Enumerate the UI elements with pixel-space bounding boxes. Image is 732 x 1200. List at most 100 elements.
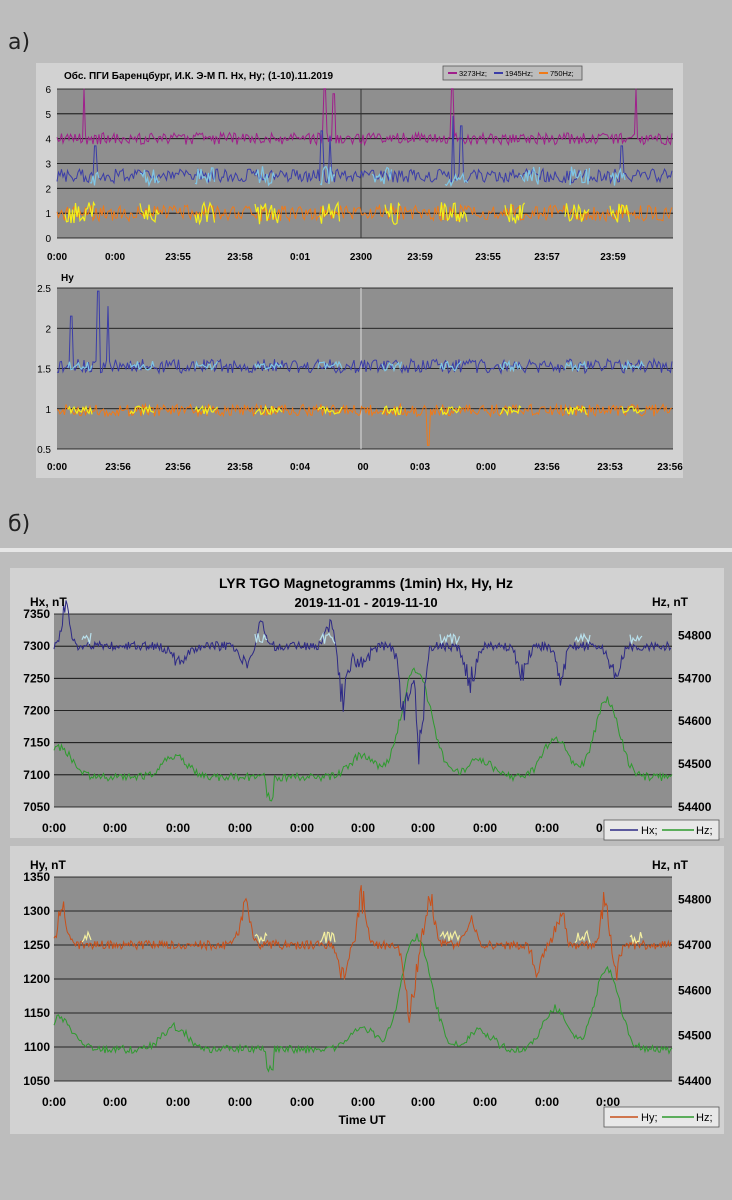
a-bottom-xtick-label: 0:00 (47, 462, 67, 473)
a-top-legend (442, 65, 583, 81)
b_bottom-legend-label: Hy; (641, 1112, 658, 1124)
a-top-xtick-label: 23:57 (534, 252, 560, 263)
b_bottom-series-highlight (439, 930, 461, 942)
a-top-series-1945Hz-segment (519, 166, 541, 185)
a-top-ytick-label: 0 (45, 234, 51, 245)
b_top-series-highlight (629, 634, 643, 644)
a-bottom-ytick-label: 2 (45, 324, 51, 335)
b_top-series-highlight (81, 633, 92, 644)
b_top-xtick-label: 0:00 (103, 821, 127, 835)
panel-label-b: б) (8, 512, 31, 537)
a-bottom-series-750Hz-segment (621, 405, 645, 414)
b_top-ytick-right-label: 54700 (678, 671, 712, 685)
b-top-subtitle: 2019-11-01 - 2019-11-10 (294, 595, 437, 610)
a-top-series-750Hz-segment (609, 203, 631, 223)
a-bottom-series-1945Hz-segment (317, 360, 343, 371)
a-top-series-750Hz-segment (439, 202, 468, 223)
b_top-ytick-right-label: 54600 (678, 714, 712, 728)
a-bottom-xtick-label: 23:56 (534, 462, 560, 473)
a-top-series-1945Hz-segment (371, 166, 393, 185)
b_top-series-highlight (574, 632, 591, 645)
a-top-xtick-label: 23:58 (227, 252, 253, 263)
a-bottom-ytick-label: 1.5 (37, 365, 51, 376)
b_bottom-series-highlight (574, 929, 591, 944)
b_top-ylabel-right: Hz, nT (652, 595, 689, 609)
b_top-ytick-left-label: 7200 (23, 704, 50, 718)
b_top-series-Hx (53, 600, 672, 765)
b_top-xtick-label: 0:00 (411, 821, 435, 835)
a-bottom-series-750Hz-segment (129, 404, 155, 416)
a-top-legend-label: 1945Hz; (505, 69, 533, 78)
a-top-xtick-label: 23:55 (475, 252, 501, 263)
panel-label-a: а) (8, 30, 31, 55)
b_bottom-series-Hy (53, 885, 672, 1023)
a-bottom-series-1945Hz-segment (67, 361, 93, 372)
a-top-series-750Hz-segment (194, 201, 216, 226)
b_bottom-ytick-right-label: 54600 (678, 983, 712, 997)
b_bottom-series-highlight (254, 932, 268, 944)
b-top-title: LYR TGO Magnetogramms (1min) Hx, Hy, Hz (219, 575, 513, 591)
b_top-xtick-label: 0:00 (473, 821, 497, 835)
b_top-legend (603, 819, 720, 841)
b_bottom-ytick-right-label: 54800 (678, 893, 712, 907)
b_top-ytick-left-label: 7050 (23, 800, 50, 814)
b_top-xtick-label: 0:00 (166, 821, 190, 835)
a-top-series-750Hz-segment (384, 201, 401, 225)
b_top-series-highlight (319, 631, 336, 644)
a-bottom-xtick-label: 23:58 (227, 462, 253, 473)
a-bottom-series-750Hz-segment (381, 405, 403, 416)
a-top-xtick-label: 0:01 (290, 252, 310, 263)
a-top-series-3273Hz (56, 88, 673, 147)
b_bottom-ytick-left-label: 1250 (23, 938, 50, 952)
a-bottom-series-1945Hz-segment (621, 359, 645, 371)
b_bottom-xtick-label: 0:00 (535, 1095, 559, 1109)
a-top-series-1945Hz-segment (319, 165, 336, 186)
a-top-series-750Hz-segment (254, 203, 280, 225)
a-top-ytick-label: 5 (45, 110, 51, 121)
b_bottom-xtick-label: 0:00 (228, 1095, 252, 1109)
b_top-xtick-label: 0:00 (42, 821, 66, 835)
b_top-ytick-right-label: 54400 (678, 800, 712, 814)
a-bottom-series-1945Hz-segment (499, 359, 522, 373)
b_bottom-xtick-label: 0:00 (411, 1095, 435, 1109)
a-top-title: Обс. ПГИ Баренцбург, И.К. Э-М П. Hx, Hy;… (64, 70, 333, 82)
b_bottom-xtick-label: 0:00 (42, 1095, 66, 1109)
a-bottom-xtick-label: 0:04 (290, 462, 310, 473)
b_bottom-ylabel-left: Hy, nT (30, 858, 66, 872)
b_bottom-ytick-left-label: 1050 (23, 1074, 50, 1088)
b_top-ytick-left-label: 7150 (23, 736, 50, 750)
b_bottom-xtick-label: 0:00 (166, 1095, 190, 1109)
a-bottom-series-750Hz-segment (67, 405, 93, 415)
a-top-xtick-label: 0:00 (105, 252, 125, 263)
a-bottom-xtick-label: 23:53 (597, 462, 623, 473)
a-top-ytick-label: 1 (45, 209, 51, 220)
b_bottom-series-highlight (629, 932, 643, 945)
a-top-series-750Hz-segment (319, 200, 341, 224)
a-top-xtick-label: 2300 (350, 252, 373, 263)
b_top-ytick-left-label: 7350 (23, 607, 50, 621)
b-bottom-xlabel: Time UT (338, 1113, 386, 1127)
b_top-xtick-label: 0:00 (351, 821, 375, 835)
b_top-legend-label: Hx; (641, 825, 658, 837)
a-bottom-xtick-label: 0:03 (410, 462, 430, 473)
a-top-series-1945Hz-segment (444, 171, 469, 188)
a-top-ytick-label: 3 (45, 160, 51, 171)
b_bottom-series-Hz (53, 933, 673, 1073)
b_bottom-ytick-left-label: 1300 (23, 904, 50, 918)
a-bottom-xtick-label: 00 (357, 462, 369, 473)
a-bottom-xtick-label: 23:56 (165, 462, 191, 473)
b_top-ytick-left-label: 7250 (23, 671, 50, 685)
a-top-legend-label: 750Hz; (550, 69, 574, 78)
b_top-ytick-left-label: 7300 (23, 639, 50, 653)
a-top-series-1945Hz-segment (254, 166, 276, 187)
a-top-series-750Hz-segment (139, 203, 160, 224)
a-bottom-series-1945Hz-segment (564, 360, 588, 372)
b_bottom-ylabel-right: Hz, nT (652, 858, 689, 872)
a-bottom-series-1945Hz-segment (129, 361, 155, 371)
a-top-ytick-label: 6 (45, 85, 51, 96)
b_bottom-xtick-label: 0:00 (351, 1095, 375, 1109)
a-top-series-1945Hz-segment (89, 171, 100, 186)
panel-divider (0, 548, 732, 552)
b_bottom-xtick-label: 0:00 (596, 1095, 620, 1109)
